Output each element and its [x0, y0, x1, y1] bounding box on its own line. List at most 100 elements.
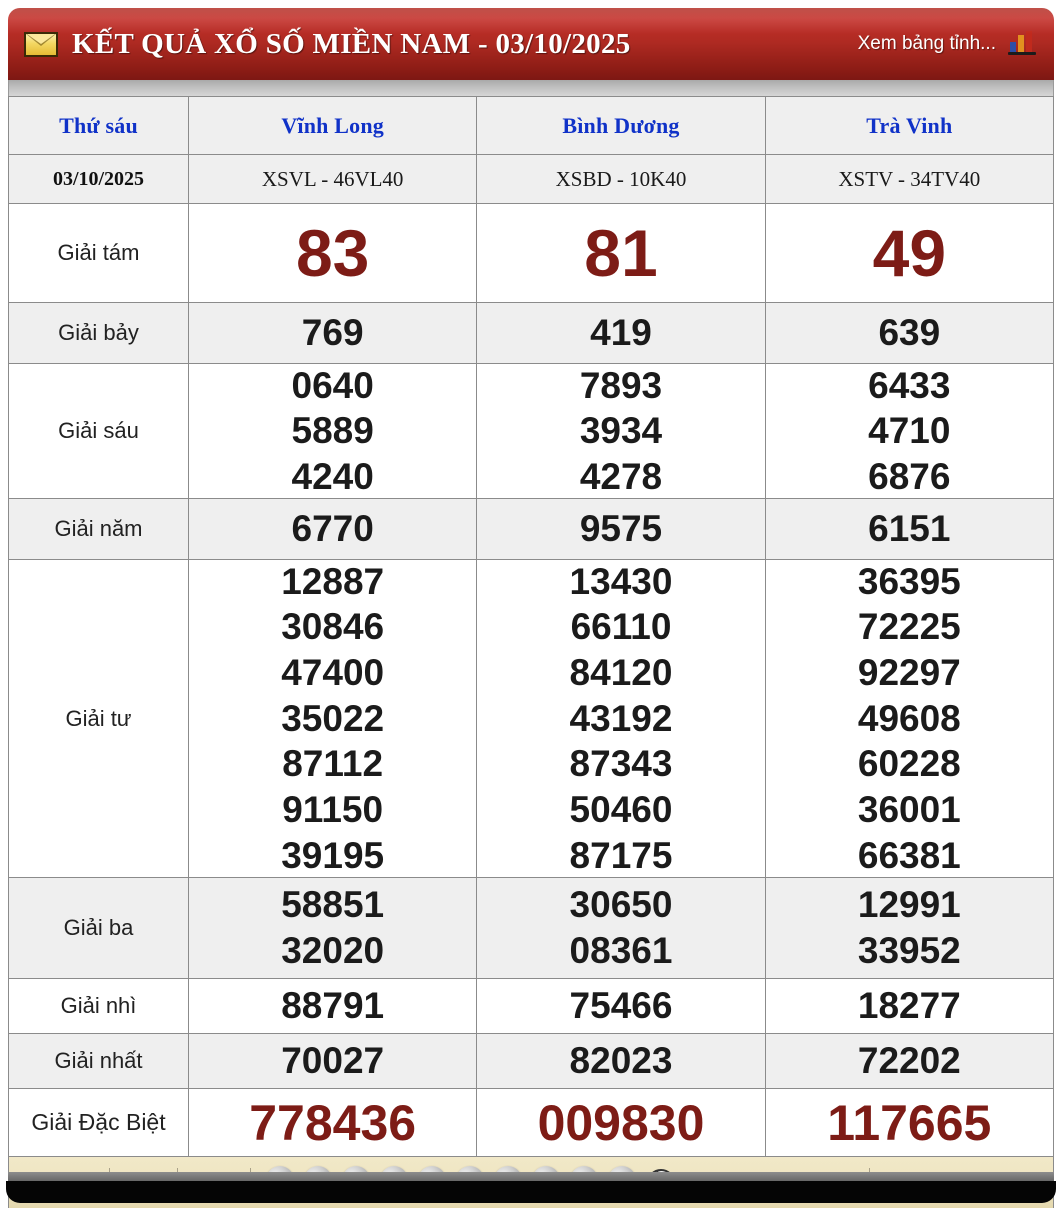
table-row: Giải năm 6770 9575 6151 — [9, 499, 1053, 560]
prize-number[interactable]: 91150 — [282, 788, 384, 830]
prize-number[interactable]: 6876 — [868, 455, 951, 497]
number-stack: 58851 32020 — [281, 883, 384, 972]
prize-number[interactable]: 6433 — [868, 364, 951, 406]
number-stack: 49 — [873, 220, 946, 286]
prize-number-cell: 81 — [477, 204, 766, 302]
prize-number[interactable]: 35022 — [281, 697, 385, 739]
prize-number[interactable]: 18277 — [857, 985, 961, 1027]
prize-number[interactable]: 6151 — [868, 508, 951, 550]
prize-number[interactable]: 81 — [584, 216, 658, 290]
prize-number[interactable]: 66110 — [570, 606, 672, 648]
prize-number[interactable]: 5889 — [291, 410, 374, 452]
prize-number[interactable]: 70027 — [281, 1040, 385, 1082]
number-stack: 81 — [584, 220, 657, 286]
number-stack: 0640 5889 4240 — [292, 364, 374, 498]
prize-number[interactable]: 3934 — [579, 410, 663, 452]
bar-chart-icon[interactable] — [1008, 31, 1036, 56]
prize-number[interactable]: 9575 — [579, 508, 663, 550]
prize-number-cell: 9575 — [477, 499, 766, 559]
table-row: Giải nhất 70027 82023 72202 — [9, 1034, 1053, 1089]
prize-number[interactable]: 83 — [295, 216, 370, 290]
prize-number[interactable]: 87112 — [282, 743, 384, 785]
prize-number[interactable]: 92297 — [857, 652, 961, 694]
page-title: KẾT QUẢ XỔ SỐ MIỀN NAM - 03/10/2025 — [72, 27, 631, 60]
prize-number[interactable]: 639 — [878, 312, 941, 354]
results-table: Thứ sáu Vĩnh Long Bình Dương Trà Vinh 03… — [8, 96, 1054, 1157]
prize-number[interactable]: 36395 — [857, 560, 961, 602]
prize-number-cell: 82023 — [477, 1034, 766, 1088]
prize-number[interactable]: 66381 — [857, 834, 961, 876]
prize-label: Giải nhì — [60, 993, 137, 1018]
prize-number[interactable]: 33952 — [857, 930, 961, 971]
prize-number[interactable]: 4278 — [579, 455, 663, 497]
prize-number[interactable]: 13430 — [569, 560, 673, 602]
prize-label: Giải nhất — [54, 1048, 143, 1073]
prize-number-cell: 639 — [766, 303, 1053, 363]
prize-number[interactable]: 419 — [590, 312, 652, 354]
number-stack: 13430 66110 84120 43192 87343 50460 87175 — [570, 560, 673, 877]
result-frame: KẾT QUẢ XỔ SỐ MIỀN NAM - 03/10/2025 Xem … — [8, 8, 1054, 1208]
prize-number[interactable]: 49 — [872, 216, 947, 290]
table-row: Giải tám 83 81 49 — [9, 204, 1053, 303]
prize-number[interactable]: 009830 — [537, 1094, 705, 1151]
prize-label-cell: Giải nhất — [9, 1034, 189, 1088]
prize-number[interactable]: 778436 — [249, 1094, 417, 1151]
prize-label: Giải bảy — [58, 320, 139, 345]
table-row: Giải sáu 0640 5889 4240 7893 3934 4278 6433 4710… — [9, 364, 1053, 499]
prize-number[interactable]: 4710 — [868, 410, 951, 452]
prize-number[interactable]: 82023 — [569, 1040, 673, 1082]
prize-number[interactable]: 12991 — [857, 884, 961, 926]
number-stack: 82023 — [570, 1039, 673, 1083]
prize-number-cell: 49 — [766, 204, 1053, 302]
prize-number[interactable]: 7893 — [579, 364, 663, 406]
prize-number[interactable]: 75466 — [569, 985, 673, 1027]
prize-rows-container: Giải tám 83 81 49 Giải bảy 769 419 639 Giải sáu 0… — [9, 204, 1053, 1157]
prize-number-cell: 36395 72225 92297 49608 60228 36001 66381 — [766, 560, 1053, 877]
prize-number[interactable]: 6770 — [291, 508, 374, 550]
prize-number[interactable]: 39195 — [281, 834, 385, 876]
prize-number[interactable]: 08361 — [569, 930, 673, 971]
prize-number[interactable]: 87343 — [569, 743, 673, 785]
prize-number[interactable]: 60228 — [857, 743, 961, 785]
number-stack: 18277 — [858, 984, 961, 1028]
number-stack: 639 — [878, 311, 940, 355]
prize-number[interactable]: 84120 — [569, 652, 673, 694]
prize-number[interactable]: 4240 — [291, 455, 374, 497]
prize-number[interactable]: 87175 — [569, 834, 673, 876]
prize-number[interactable]: 30650 — [569, 884, 673, 926]
prize-number[interactable]: 47400 — [281, 652, 385, 694]
table-row: Giải Đặc Biệt 778436 009830 117665 — [9, 1089, 1053, 1157]
number-stack: 769 — [302, 311, 364, 355]
prize-label: Giải ba — [63, 915, 134, 940]
column-header-province-1[interactable]: Vĩnh Long — [189, 97, 478, 154]
prize-label: Giải sáu — [58, 418, 139, 443]
prize-number[interactable]: 36001 — [857, 788, 961, 830]
table-row: Giải bảy 769 419 639 — [9, 303, 1053, 364]
prize-number[interactable]: 72202 — [857, 1040, 961, 1082]
number-stack: 30650 08361 — [570, 883, 673, 972]
column-header-province-2[interactable]: Bình Dương — [477, 97, 766, 154]
prize-number[interactable]: 12887 — [281, 560, 385, 602]
view-province-table-link[interactable]: Xem bảng tỉnh... — [857, 33, 996, 54]
frame-bottom-edge — [8, 1172, 1054, 1182]
prize-number[interactable]: 32020 — [281, 930, 385, 971]
title-bar-actions: Xem bảng tỉnh... — [857, 31, 1036, 56]
prize-number[interactable]: 43192 — [569, 697, 673, 739]
prize-label-cell: Giải nhì — [9, 979, 189, 1033]
prize-number-cell: 30650 08361 — [477, 878, 766, 978]
column-header-province-3[interactable]: Trà Vinh — [765, 97, 1053, 154]
prize-label-cell: Giải tư — [9, 560, 189, 877]
prize-number[interactable]: 0640 — [291, 364, 374, 406]
prize-number[interactable]: 49608 — [857, 697, 961, 739]
prize-number-cell: 58851 32020 — [189, 878, 478, 978]
prize-number[interactable]: 769 — [301, 312, 364, 354]
prize-number[interactable]: 58851 — [281, 884, 385, 926]
number-stack: 6151 — [868, 507, 950, 551]
prize-number[interactable]: 30846 — [281, 606, 385, 648]
prize-number[interactable]: 117665 — [827, 1094, 992, 1151]
prize-number[interactable]: 72225 — [857, 606, 961, 648]
prize-number[interactable]: 50460 — [569, 788, 673, 830]
prize-number[interactable]: 88791 — [281, 985, 385, 1027]
table-row: Giải nhì 88791 75466 18277 — [9, 979, 1053, 1034]
prize-label-cell: Giải Đặc Biệt — [9, 1089, 189, 1156]
